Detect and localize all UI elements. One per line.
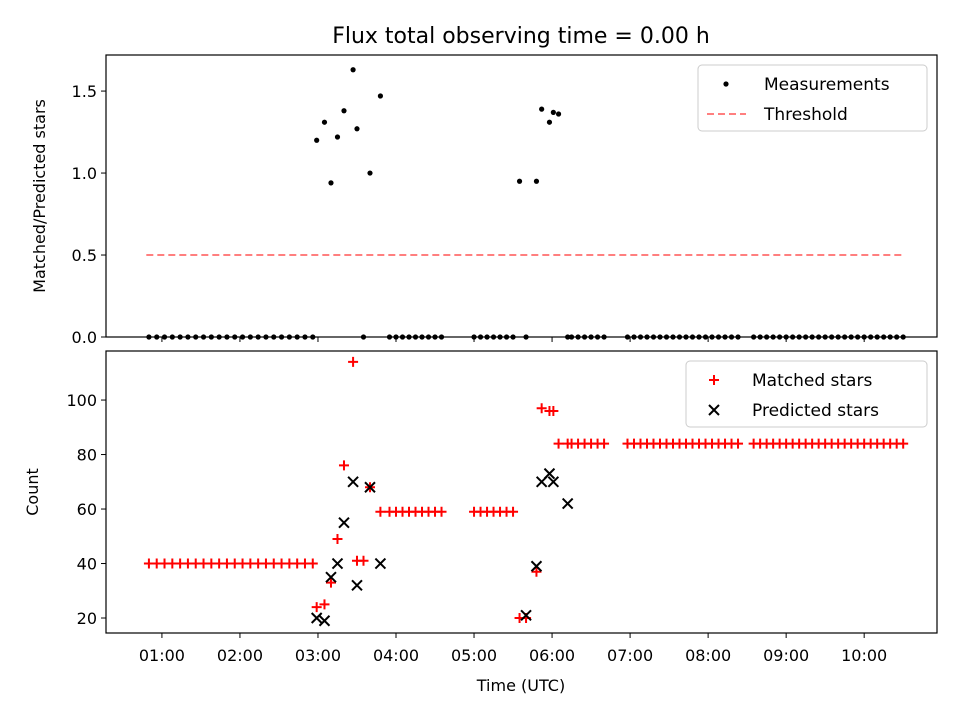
legend: Matched stars Predicted stars <box>685 360 928 428</box>
legend-predicted-swatch <box>708 404 720 416</box>
predicted-star-point <box>520 609 532 621</box>
matched-star-point <box>553 438 564 449</box>
predicted-star-point <box>543 467 556 480</box>
plot-frame <box>105 54 938 338</box>
y-tick-label: 20 <box>77 609 97 628</box>
matched-star-point <box>358 555 369 566</box>
predicted-star-point <box>325 571 337 583</box>
matched-star-point <box>311 602 322 613</box>
measurement-point <box>367 170 373 176</box>
legend-matched-swatch <box>709 375 719 385</box>
y-axis-label-ratio: Matched/Predicted stars <box>30 99 49 293</box>
y-tick-label: 0.0 <box>72 328 97 347</box>
predicted-star-point <box>561 497 574 510</box>
matched-star-point <box>325 577 336 588</box>
predicted-star-point <box>318 615 331 627</box>
predicted-star-point <box>530 560 543 572</box>
series-predicted-stars <box>310 467 574 627</box>
x-tick-label: 06:00 <box>529 646 575 665</box>
measurement-point <box>546 119 553 125</box>
measurement-point <box>321 119 328 125</box>
y-tick-label: 80 <box>77 446 97 465</box>
y-tick-label: 1.5 <box>72 82 97 101</box>
y-tick-label: 1.0 <box>72 164 97 183</box>
measurement-point <box>533 178 540 184</box>
measurement-point <box>516 178 523 184</box>
x-tick-label: 07:00 <box>607 646 653 665</box>
matched-star-point <box>332 534 343 544</box>
x-tick-label: 02:00 <box>217 646 263 665</box>
matched-star-point <box>375 506 386 517</box>
matched-star-point <box>536 403 547 414</box>
legend-label: Threshold <box>763 105 848 125</box>
matched-star-point <box>508 506 519 517</box>
predicted-star-point <box>374 557 387 570</box>
matched-star-point <box>319 599 330 610</box>
legend-label: Predicted stars <box>752 401 879 421</box>
x-tick-label: 03:00 <box>295 646 341 665</box>
predicted-star-point <box>351 579 363 592</box>
measurement-point <box>550 109 556 115</box>
predicted-star-point <box>338 516 350 529</box>
legend-label: Matched stars <box>752 371 872 391</box>
top-panel: 0.0 0.5 1.0 1.5 Measurements Threshold <box>72 54 938 347</box>
legend-box <box>697 64 928 132</box>
measurement-point <box>354 126 360 132</box>
measurement-point <box>328 180 334 186</box>
series-measurements <box>146 67 906 340</box>
y-tick-label: 60 <box>77 500 97 519</box>
matched-star-point <box>599 438 610 449</box>
measurement-point <box>341 108 347 114</box>
legend-box <box>685 360 928 428</box>
measurement-point <box>350 67 356 73</box>
x-axis-label: Time (UTC) <box>476 676 565 695</box>
legend-measurement-swatch <box>723 81 729 87</box>
matched-star-point <box>898 438 909 449</box>
legend: Measurements Threshold <box>697 64 928 132</box>
matched-star-point <box>348 356 359 367</box>
plot-frame <box>105 350 938 634</box>
matched-star-point <box>307 558 318 569</box>
predicted-star-point <box>347 476 359 488</box>
matched-star-point <box>531 566 542 577</box>
matched-star-point <box>548 405 559 416</box>
measurement-point <box>314 137 320 143</box>
x-tick-label: 09:00 <box>763 646 809 665</box>
measurement-point <box>334 134 341 140</box>
x-tick-label: 10:00 <box>841 646 887 665</box>
measurement-point <box>539 106 545 112</box>
matched-star-point <box>733 438 744 449</box>
series-matched-stars <box>143 356 909 624</box>
y-tick-label: 100 <box>66 391 97 410</box>
y-tick-label: 40 <box>77 555 97 574</box>
matched-star-point <box>338 460 349 471</box>
x-tick-label: 05:00 <box>451 646 497 665</box>
predicted-star-point <box>364 481 376 493</box>
predicted-star-point <box>310 612 323 624</box>
y-tick-label: 0.5 <box>72 246 97 265</box>
x-tick-label: 08:00 <box>685 646 731 665</box>
x-tick-label: 04:00 <box>373 646 419 665</box>
predicted-star-point <box>547 476 560 488</box>
legend-label: Measurements <box>764 75 890 95</box>
x-tick-label: 01:00 <box>139 646 185 665</box>
measurement-point <box>555 111 562 117</box>
chart-title: Flux total observing time = 0.00 h <box>332 24 710 49</box>
bottom-panel: 20 40 60 80 100 01:00 02:00 03:00 04:00 05:00 06:0… <box>66 350 938 665</box>
matched-star-point <box>436 506 447 517</box>
predicted-star-point <box>331 557 344 570</box>
y-axis-label-count: Count <box>23 468 42 516</box>
measurement-point <box>377 93 383 99</box>
